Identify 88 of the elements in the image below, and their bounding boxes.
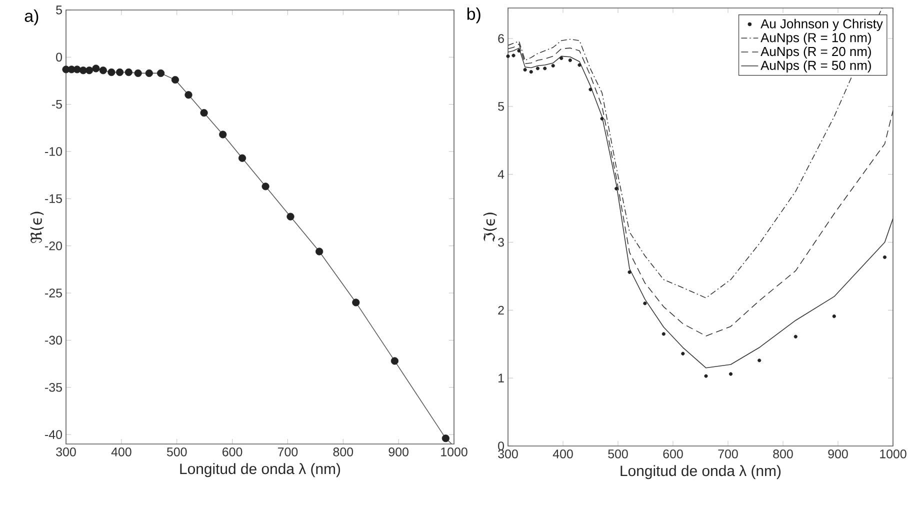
x-axis-title: Longitud de onda λ (nm) (620, 465, 781, 480)
legend-label: Au Johnson y Christy (760, 18, 883, 31)
point (600, 116, 604, 120)
point (536, 66, 540, 70)
point (184, 91, 192, 99)
point (517, 48, 521, 53)
point (219, 130, 227, 138)
y-tick-label: -15 (45, 194, 62, 204)
legend-label: AuNps (R = 50 nm) (760, 60, 871, 73)
x-axis-title: Longitud de onda λ (nm) (180, 463, 340, 478)
point (262, 182, 270, 190)
x-tick-label: 900 (828, 450, 848, 458)
y-tick-label: -30 (45, 336, 62, 345)
point (662, 332, 666, 336)
point (85, 66, 94, 74)
point (681, 352, 685, 356)
point (832, 314, 836, 318)
y-tick-label: 3 (498, 238, 504, 247)
point (134, 69, 142, 77)
point (543, 66, 547, 70)
y-axis-title: ℜ(ϵ) (30, 212, 44, 243)
x-tick-label: 1000 (441, 448, 468, 456)
x-tick-label: 400 (111, 448, 132, 456)
point (529, 70, 533, 74)
point (578, 63, 582, 67)
point (512, 54, 516, 58)
point (352, 298, 360, 306)
y-tick-label: -5 (52, 100, 62, 109)
point (171, 76, 179, 84)
point (614, 186, 618, 190)
y-tick-label: -25 (45, 288, 62, 298)
point (704, 374, 708, 378)
point (643, 302, 647, 306)
y-tick-label: 5 (498, 102, 504, 111)
point (99, 66, 107, 74)
point (92, 64, 100, 72)
point (523, 68, 527, 72)
y-tick-label: 6 (498, 34, 504, 43)
y-tick-label: -20 (45, 241, 62, 250)
y-tick-label: -35 (45, 382, 62, 392)
point (145, 69, 153, 77)
point (551, 64, 555, 68)
x-tick-label: 500 (608, 450, 628, 458)
point (560, 56, 564, 60)
point (882, 255, 887, 260)
y-tick-label: 4 (498, 170, 504, 179)
x-tick-label: 300 (498, 450, 518, 458)
x-tick-label: 500 (166, 448, 187, 456)
y-tick-label: 0 (56, 52, 62, 62)
x-tick-label: 300 (56, 448, 76, 456)
x-tick-label: 600 (222, 448, 242, 456)
x-tick-label: 400 (552, 450, 573, 458)
point (124, 68, 132, 76)
point (286, 212, 294, 220)
y-axis-title: ℑ(ϵ) (483, 212, 497, 242)
y-tick-label: -40 (45, 430, 62, 439)
x-tick-label: 700 (718, 450, 738, 458)
x-tick-label: 700 (278, 448, 298, 456)
legend-label: AuNps (R = 20 nm) (760, 46, 871, 59)
y-tick-label: 0 (498, 442, 504, 450)
point (442, 434, 450, 442)
point (758, 358, 762, 362)
chart-title: a) (24, 10, 38, 26)
point (588, 88, 592, 92)
point (200, 109, 208, 117)
point (316, 248, 324, 256)
y-tick-label: 1 (498, 374, 504, 382)
point (116, 68, 124, 76)
x-tick-label: 600 (663, 450, 683, 458)
point (108, 68, 116, 76)
point (506, 54, 510, 58)
y-tick-label: -10 (45, 147, 62, 156)
point (568, 58, 572, 62)
x-tick-label: 800 (773, 450, 793, 458)
point (728, 372, 733, 376)
point (390, 357, 398, 365)
point (628, 270, 632, 274)
x-tick-label: 800 (333, 448, 354, 456)
point (794, 334, 798, 338)
chart-title: b) (467, 8, 480, 24)
legend-label: AuNps (R = 10 nm) (760, 32, 871, 45)
point (73, 66, 81, 74)
x-tick-label: 900 (388, 448, 408, 456)
x-tick-label: 1000 (880, 450, 906, 458)
y-tick-label: 2 (498, 306, 504, 315)
y-tick-label: 5 (56, 6, 62, 14)
point (238, 154, 246, 162)
point (156, 69, 165, 77)
